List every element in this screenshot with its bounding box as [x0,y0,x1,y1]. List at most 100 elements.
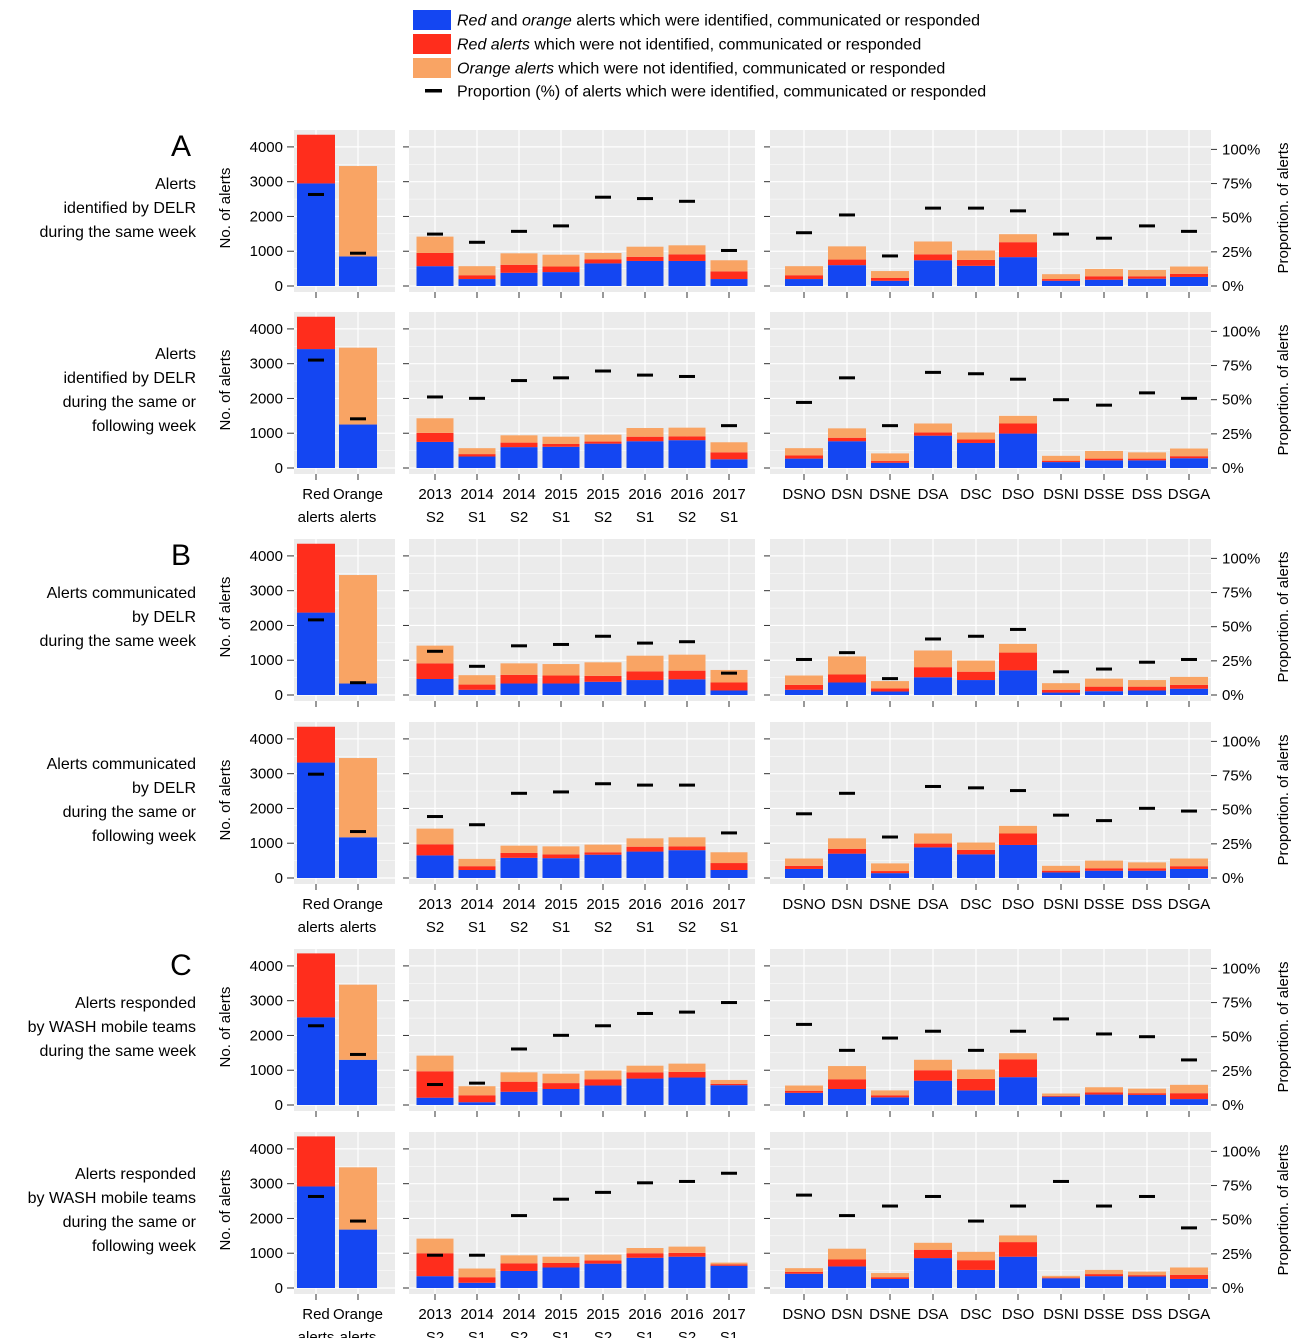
panel-district [764,949,1211,1117]
x-tick-label: S1 [720,919,738,936]
proportion-mark [350,417,366,421]
bar-orange-not [458,675,496,685]
chart-row-1: A Alerts identified by DELR during the same… [39,130,1292,298]
y-tick-label-right: 25% [1222,1246,1252,1263]
bar-orange-not [416,236,454,253]
proportion-mark [637,197,653,201]
bar-red-not [1042,870,1080,873]
bar-orange-not [626,1065,664,1073]
y-tick-label-left: 1000 [250,425,283,442]
bar-identified [668,260,706,286]
x-tick-label: DSNI [1043,896,1079,913]
y-tick-label-left: 0 [275,870,283,887]
bar-identified [584,854,622,878]
proportion-mark [968,786,984,790]
proportion-mark [350,681,366,685]
proportion-mark [679,783,695,787]
bar-red-not [458,684,496,690]
bar-identified [542,446,580,468]
bar-identified [914,847,952,878]
bar-identified [458,1102,496,1105]
bar-identified [785,1092,823,1105]
bar-red-not [416,844,454,856]
bar-identified [871,873,909,878]
proportion-mark [1139,806,1155,810]
proportion-mark [796,400,812,404]
bar-identified [626,851,664,878]
row-title-line: by DELR [132,780,196,797]
proportion-mark [1096,236,1112,240]
bar-red-not [1128,458,1166,461]
bar-identified [584,681,622,695]
bar-red-not [871,1095,909,1098]
bar-orange-not [458,1086,496,1096]
bar-orange-not [1128,680,1166,687]
bar-identified [339,424,377,468]
bar-orange-not [584,1254,622,1261]
x-tick-label: alerts [298,509,335,526]
bar-orange-not [1128,862,1166,869]
bar-red-not [500,1081,538,1092]
bar-identified [542,858,580,878]
proportion-mark [553,1033,569,1037]
bar-orange-not [584,434,622,442]
x-tick-label: Red [302,486,330,503]
bar-identified [785,868,823,878]
legend-label-part: Proportion (%) of alerts which were iden… [457,84,986,101]
x-tick-label: DSGA [1168,486,1211,503]
x-tick-label: DSGA [1168,896,1211,913]
bar-red-not [297,953,335,1018]
bar-red-not [957,439,995,443]
bar-identified [416,855,454,878]
y-axis-label-left: No. of alerts [217,350,234,431]
bar-orange-not [999,643,1037,653]
x-tick-label: DSSE [1084,896,1125,913]
bar-red-not [1128,276,1166,279]
proportion-mark [469,1253,485,1257]
bar-identified [1085,1276,1123,1288]
x-tick-label: DSS [1132,486,1163,503]
proportion-mark [1053,1017,1069,1021]
y-tick-label-left: 4000 [250,139,283,156]
y-tick-label-left: 3000 [250,1176,283,1193]
bar-orange-not [626,838,664,847]
y-tick-label-left: 1000 [250,835,283,852]
bar-red-not [1170,1093,1208,1100]
bar-orange-not [626,428,664,437]
bar-identified [871,691,909,695]
proportion-mark [427,649,443,653]
y-tick-label-left: 4000 [250,1141,283,1158]
bar-orange-not [500,253,538,265]
x-tick-label: S2 [510,919,528,936]
proportion-mark [350,1052,366,1056]
x-tick-label: 2013 [418,896,451,913]
y-tick-label-left: 0 [275,1097,283,1114]
y-tick-label-right: 25% [1222,426,1252,443]
y-tick-label-right: 75% [1222,768,1252,785]
proportion-mark [679,199,695,203]
x-tick-label: 2013 [418,486,451,503]
legend-label-part: Red [457,13,487,30]
bar-orange-not [1085,268,1123,277]
bar-red-not [871,688,909,692]
proportion-mark [1053,1179,1069,1183]
proportion-mark [1010,627,1026,631]
x-tick-label: Red [302,896,330,913]
bar-red-not [500,264,538,273]
bar-red-not [999,1059,1037,1078]
bar-red-not [914,843,952,848]
bar-identified [1128,460,1166,468]
bar-identified [668,440,706,468]
bar-orange-not [914,1059,952,1071]
row-title-line: following week [92,1238,197,1255]
bar-identified [297,612,335,695]
y-tick-label-right: 50% [1222,619,1252,636]
y-tick-label-right: 50% [1222,210,1252,227]
proportion-mark [679,1010,695,1014]
proportion-mark [595,369,611,373]
bar-red-not [828,848,866,854]
y-tick-label-left: 4000 [250,958,283,975]
x-tick-label: DSO [1002,486,1035,503]
x-tick-label: alerts [340,1329,377,1338]
bar-identified [1128,1276,1166,1288]
